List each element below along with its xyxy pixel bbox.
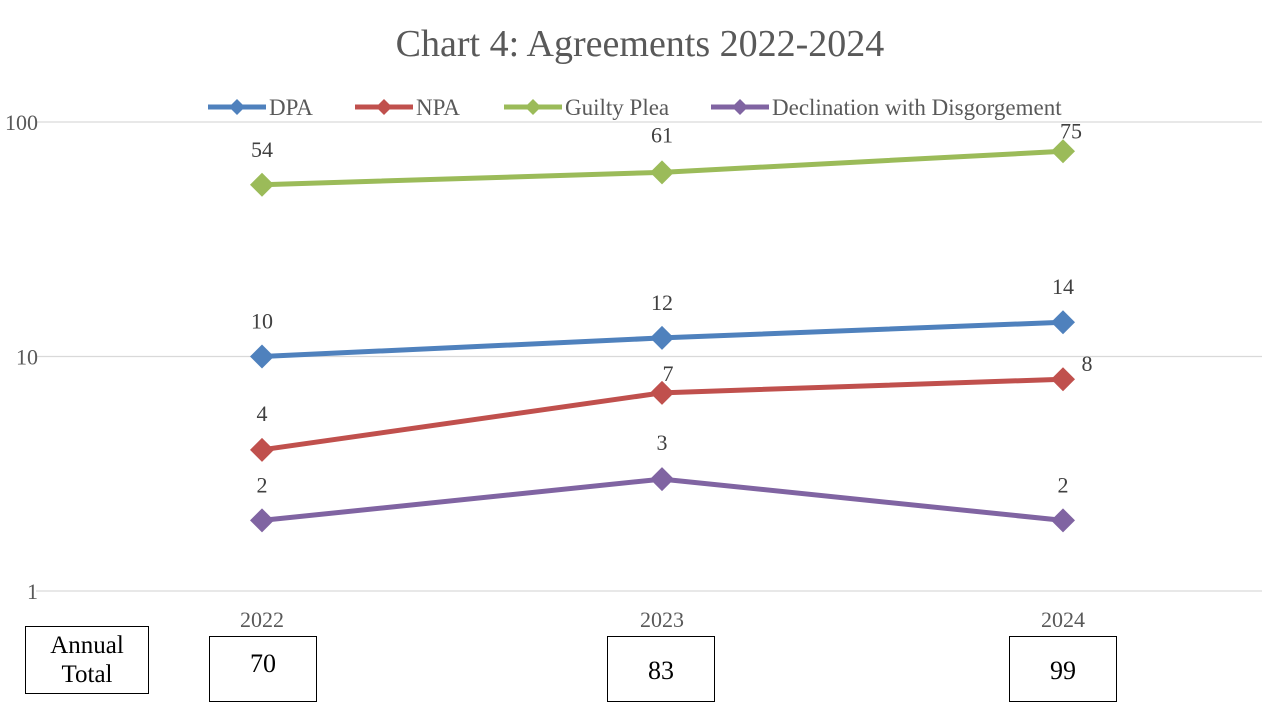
data-point [650,160,674,185]
legend-label: Declination with Disgorgement [772,95,1062,120]
legend-marker-icon [732,99,748,115]
data-point [1051,508,1075,533]
y-tick-label: 10 [16,345,38,370]
data-label: 8 [1082,351,1093,376]
data-label: 4 [257,401,268,426]
legend-label: Guilty Plea [565,95,669,120]
legend-label: NPA [416,95,460,120]
y-tick-label: 100 [5,110,38,135]
data-label: 75 [1060,118,1082,143]
legend-label: DPA [269,95,313,120]
y-tick-label: 1 [27,579,38,604]
x-tick-label: 2022 [240,607,284,632]
data-point [1051,367,1075,392]
x-tick-label: 2024 [1041,607,1085,632]
data-label: 2 [1058,472,1069,497]
data-label: 61 [651,122,673,147]
annual-total-2022: 70 [209,636,317,702]
data-point [250,508,274,533]
data-point [1051,139,1075,164]
data-point [650,325,674,350]
data-label: 14 [1052,274,1074,299]
legend-marker-icon [525,99,541,115]
data-label: 2 [257,472,268,497]
x-tick-label: 2023 [640,607,684,632]
data-point [1051,310,1075,335]
annual-total-2024: 99 [1009,636,1117,702]
data-point [250,437,274,462]
data-label: 7 [663,361,674,386]
legend-marker-icon [376,99,392,115]
annual-total-2023: 83 [607,636,715,702]
data-label: 3 [657,430,668,455]
data-label: 10 [251,309,273,334]
data-label: 54 [251,137,273,162]
data-point [250,172,274,197]
annual-total-label: Annual Total [25,626,149,694]
chart-title: Chart 4: Agreements 2022-2024 [396,23,885,65]
data-label: 12 [651,290,673,315]
data-point [250,344,274,369]
data-point [650,380,674,405]
legend-marker-icon [229,99,245,115]
data-point [650,467,674,492]
